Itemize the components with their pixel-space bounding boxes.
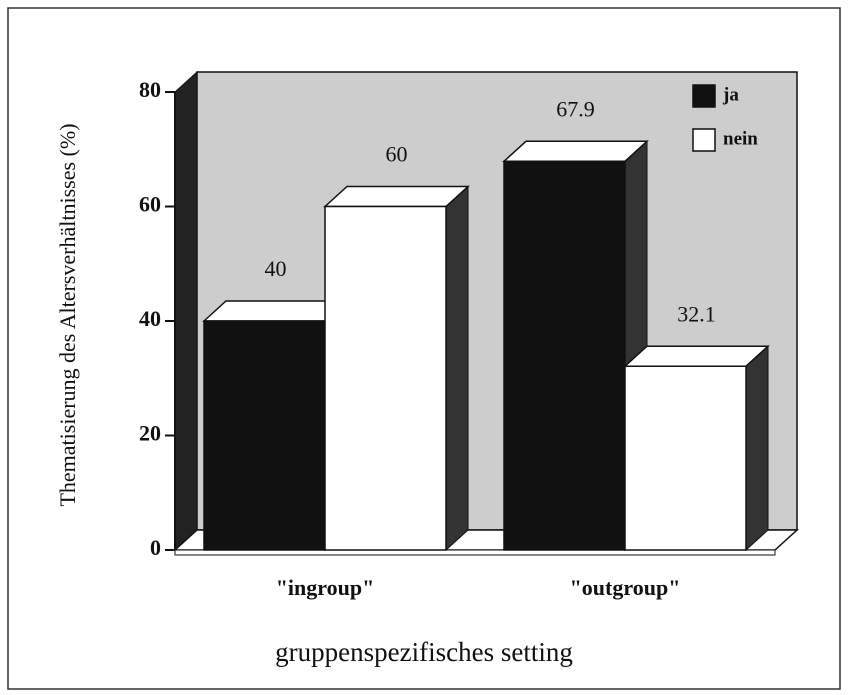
legend-swatch <box>692 84 716 108</box>
y-tick-label: 20 <box>139 421 161 446</box>
bar-front <box>503 160 626 551</box>
x-tick-label: "ingroup" <box>276 575 375 600</box>
legend-label: nein <box>723 128 758 149</box>
x-axis-label: gruppenspezifisches setting <box>275 637 573 667</box>
bar-front <box>203 320 326 551</box>
y-tick-label: 60 <box>139 192 161 217</box>
legend-label: ja <box>722 84 739 105</box>
bar-side <box>745 345 769 552</box>
side-wall <box>174 70 198 552</box>
value-label: 67.9 <box>556 96 595 121</box>
value-label: 40 <box>265 256 287 281</box>
bar-top <box>502 140 649 163</box>
legend-swatch <box>692 128 716 152</box>
y-tick-label: 0 <box>150 535 161 560</box>
x-tick-label: "outgroup" <box>570 575 681 600</box>
y-tick-label: 80 <box>139 77 161 102</box>
bar-top <box>623 345 770 367</box>
bar-front <box>324 205 447 551</box>
value-label: 60 <box>386 142 408 167</box>
bar-top <box>323 185 470 208</box>
y-axis-label: Thematisierung des Altersverhältnisses (… <box>55 123 80 506</box>
bar-side <box>445 185 469 552</box>
bar-front <box>624 365 747 551</box>
value-label: 32.1 <box>677 301 716 326</box>
bar <box>623 345 770 552</box>
y-tick-label: 40 <box>139 306 161 331</box>
bar <box>323 185 470 552</box>
bar <box>502 140 649 552</box>
